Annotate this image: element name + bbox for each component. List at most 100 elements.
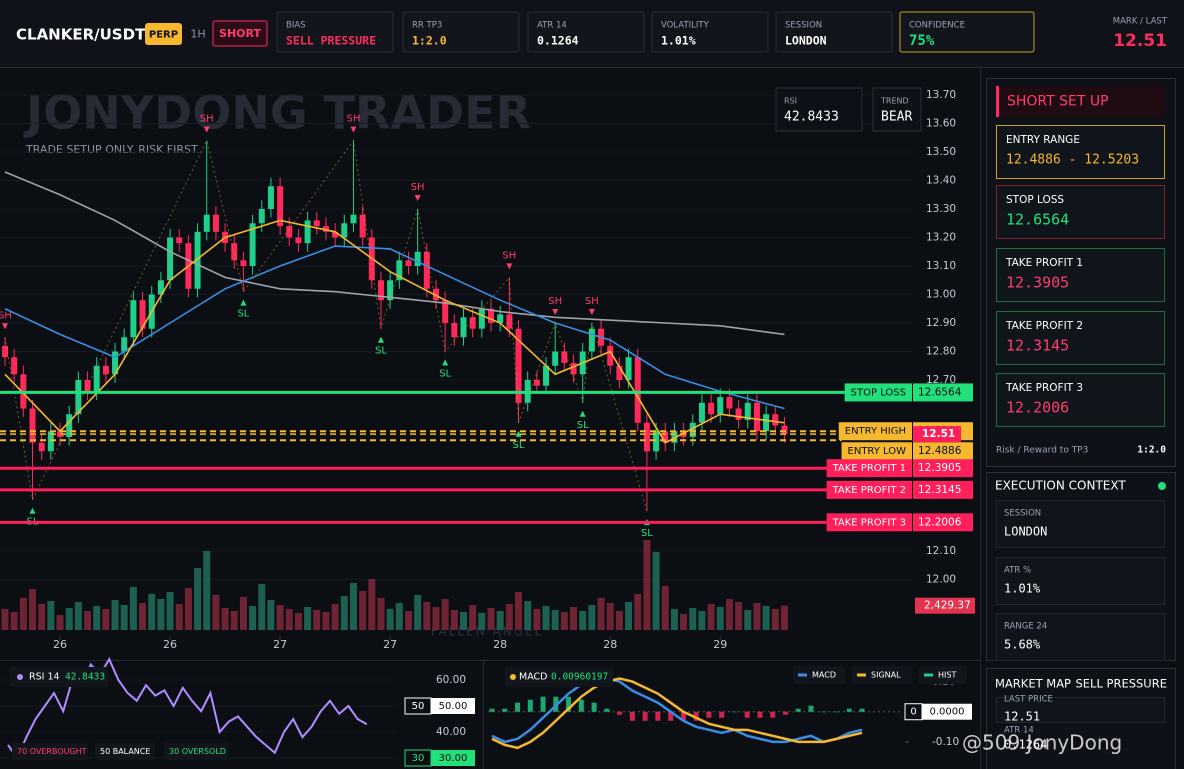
y-tick-label: 13.50: [926, 146, 956, 158]
volume-bar: [588, 605, 596, 630]
candle-body: [717, 397, 724, 415]
level-label-box: [838, 422, 912, 441]
pivot-arrow: [515, 430, 522, 437]
level-label: STOP LOSS: [851, 387, 906, 398]
volume-bar: [661, 586, 669, 630]
candle-body: [167, 237, 174, 281]
pivot-arrow: [442, 359, 449, 366]
execution-card: [996, 557, 1165, 605]
stat-label: CONFIDENCE: [909, 21, 965, 31]
candle-body: [726, 397, 733, 409]
volume-bar: [294, 613, 302, 630]
level-value: 12.6564: [918, 386, 962, 398]
x-tick-label: 27: [383, 638, 397, 651]
candle-body: [157, 280, 164, 295]
badge-text: PERP: [149, 30, 178, 41]
macd-hist: [808, 705, 814, 712]
candle-body: [240, 260, 247, 266]
macd-legend-chip: [793, 666, 845, 684]
pivot-label: SL: [641, 528, 653, 539]
candle-body: [478, 308, 485, 329]
rsi-legend-chip: [95, 743, 155, 760]
pivot-label: SH: [0, 310, 12, 321]
candle-body: [662, 431, 669, 443]
pivot-arrow: [350, 126, 357, 133]
volume-bar: [276, 605, 284, 630]
volume-bar: [698, 611, 706, 630]
volume-bar: [423, 602, 431, 630]
pivot-label: SL: [577, 420, 589, 431]
candle-body: [643, 422, 650, 452]
pivot-arrow: [552, 309, 559, 315]
candle-body: [11, 357, 18, 375]
y-tick-label: 13.70: [926, 89, 956, 101]
candle-body: [304, 220, 311, 244]
candle-body: [295, 237, 302, 244]
last-price: 12.51: [922, 428, 955, 440]
level-label-box: [826, 480, 912, 499]
rsi-tag: 30.00: [439, 753, 468, 764]
macd-zero-tag: 0.0000: [930, 707, 965, 718]
candle-body: [469, 317, 476, 329]
volume-bar: [10, 612, 18, 630]
volume-bar: [258, 584, 266, 630]
macd-hist: [578, 699, 584, 712]
market-bias: SELL PRESSURE: [1075, 677, 1167, 691]
volume-bar: [304, 607, 312, 630]
volume-bar: [680, 614, 688, 630]
macd-legend: MACD: [812, 671, 836, 680]
setup-card-label: TAKE PROFIT 1: [1005, 257, 1083, 269]
candle-body: [653, 431, 660, 452]
setup-card-value: 12.3905: [1006, 274, 1069, 292]
volume-bar: [212, 595, 220, 630]
market-label: LAST PRICE: [1004, 695, 1053, 705]
volume-tag: 2,429.37: [924, 600, 971, 612]
rsi-legend: 50 BALANCE: [100, 747, 150, 756]
execution-label: RANGE 24: [1004, 622, 1047, 632]
macd-hist: [706, 711, 712, 718]
stat-value: LONDON: [785, 34, 827, 48]
info-box: [872, 87, 922, 132]
info-box: [775, 87, 863, 132]
volume-bar: [487, 608, 495, 630]
candle-body: [671, 431, 678, 443]
macd-hist: [731, 711, 737, 713]
stat-value: 1:2.0: [412, 34, 447, 48]
volume-bar: [386, 609, 394, 630]
candle-body: [763, 414, 770, 432]
rsi-legend: 70 OVERBOUGHT: [17, 747, 87, 756]
timeframe: 1H: [190, 28, 205, 41]
level-value-box: [913, 442, 973, 461]
candle-body: [552, 351, 559, 366]
setup-card-value: 12.6564: [1006, 211, 1069, 229]
macd-hist: [527, 699, 533, 712]
rsi-value: 42.8433: [65, 672, 105, 683]
y-tick-label: 12.70: [926, 374, 956, 386]
watermark: JONYDONG TRADER: [23, 86, 531, 140]
volume-bar: [166, 592, 174, 630]
rr-label: Risk / Reward to TP3: [996, 446, 1088, 456]
pivot-label: SL: [237, 309, 249, 320]
volume-bar: [84, 611, 92, 630]
candle-body: [451, 323, 458, 338]
macd-hist: [655, 711, 661, 721]
level-label-box: [844, 383, 912, 402]
pivot-arrow: [377, 336, 384, 343]
level-value-box: [913, 459, 973, 478]
volume-bar: [194, 568, 202, 630]
volume-bar: [65, 608, 73, 630]
volume-bar: [368, 579, 376, 630]
macd-hist: [693, 711, 699, 721]
volume-bar: [74, 602, 82, 630]
candle-body: [377, 280, 384, 301]
setup-card-label: ENTRY RANGE: [1006, 134, 1080, 146]
volume-bar: [515, 592, 523, 630]
pivot-label: SH: [347, 114, 361, 125]
info-label: RSI: [784, 97, 797, 106]
rsi-label: RSI 14: [29, 672, 60, 683]
candle-body: [570, 362, 577, 375]
y-tick-label: 13.10: [926, 260, 956, 272]
y-tick-label: 12.10: [926, 545, 956, 557]
candle-body: [735, 408, 742, 420]
rsi-tag-box: [431, 698, 475, 714]
